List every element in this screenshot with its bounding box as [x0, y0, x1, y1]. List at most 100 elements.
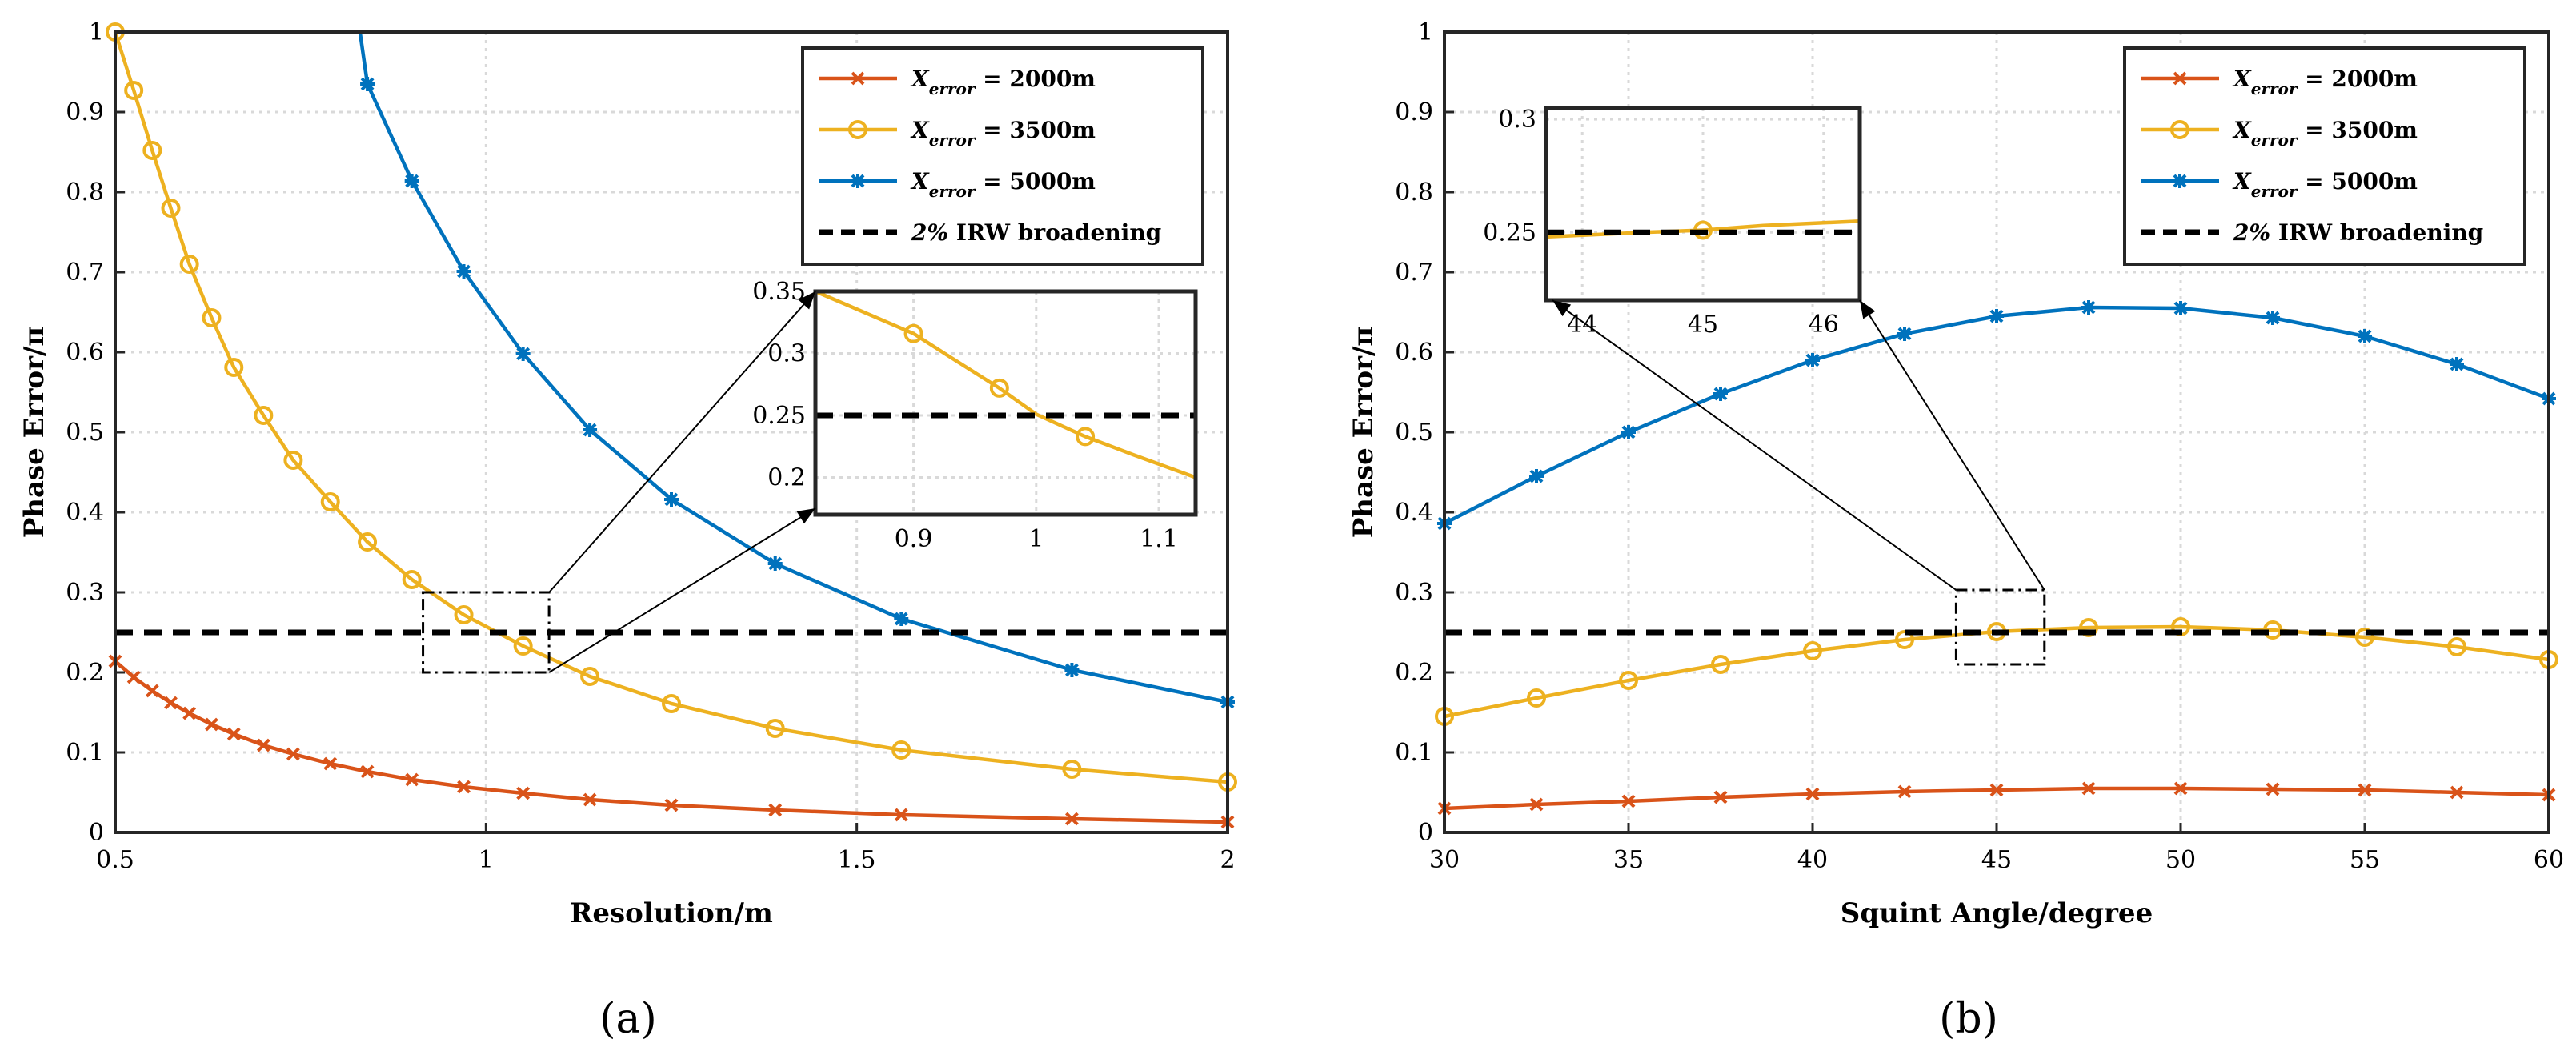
- inset-y-tick: 0.3: [1498, 106, 1536, 134]
- inset-marker: [1076, 427, 1096, 447]
- data-point-0-3: [164, 696, 178, 710]
- legend-marker-0: [851, 71, 865, 86]
- data-point-0-9: [2266, 782, 2280, 796]
- data-point-1-13: [513, 636, 533, 656]
- data-point-0-6: [226, 727, 241, 741]
- legend-var: X: [910, 168, 930, 195]
- data-point-0-2: [1621, 794, 1636, 808]
- data-point-0-15: [664, 798, 679, 812]
- y-tick-label: 0: [89, 819, 104, 847]
- data-point-1-11: [2447, 637, 2466, 656]
- y-tick-label: 0.1: [1395, 739, 1433, 767]
- data-point-0-17: [894, 808, 908, 822]
- data-point-2-5: [583, 423, 598, 437]
- zoom-arrow-head: [798, 291, 815, 310]
- data-point-0-11: [2450, 785, 2464, 800]
- data-point-2-1: [360, 77, 375, 91]
- legend-sub: error: [2251, 182, 2298, 201]
- data-point-0-9: [323, 756, 338, 771]
- data-point-1-1: [124, 81, 144, 100]
- marker-star-core: [1809, 356, 1817, 364]
- legend-marker-0: [2173, 71, 2187, 86]
- legend-box: [801, 46, 1204, 266]
- x-tick-label: 55: [2350, 846, 2380, 874]
- inset-background: [815, 291, 1196, 515]
- y-tick-label: 0.5: [1395, 419, 1433, 447]
- legend-marker-2: [2173, 174, 2187, 188]
- y-tick-label: 0.9: [66, 98, 104, 126]
- data-point-2-4: [1805, 353, 1820, 367]
- marker-star-core: [586, 426, 595, 434]
- data-point-2-1: [1529, 469, 1544, 483]
- y-tick-label: 1: [89, 18, 104, 46]
- legend-var: X: [2232, 117, 2252, 143]
- data-point-0-5: [1897, 784, 1912, 799]
- data-point-2-7: [2081, 300, 2096, 315]
- data-point-1-10: [358, 532, 378, 552]
- y-tick-label: 1: [1418, 18, 1433, 46]
- data-point-1-5: [1895, 630, 1914, 649]
- data-point-1-4: [1803, 641, 1822, 660]
- data-point-1-3: [1711, 655, 1730, 674]
- x-tick-label: 0.5: [96, 846, 134, 874]
- y-tick-label: 0.8: [66, 179, 104, 207]
- inset: 0.9 1 1.1 0.2 0.25 0.3 0.35: [752, 278, 1198, 553]
- y-tick-label: 0.4: [1395, 499, 1433, 527]
- data-point-0-5: [205, 717, 218, 732]
- data-point-2-9: [2266, 311, 2280, 325]
- x-tick-label: 45: [1981, 846, 2012, 874]
- y-tick-label: 0.3: [66, 579, 104, 607]
- y-tick-label: 0.9: [1395, 98, 1433, 126]
- zoom-arrow-head: [796, 508, 815, 524]
- data-point-2-8: [894, 612, 909, 626]
- data-point-1-8: [283, 451, 303, 470]
- data-point-1-11: [402, 570, 422, 589]
- data-point-2-2: [1621, 425, 1636, 439]
- legend-label-0: Xerror = 2000m: [910, 66, 1096, 98]
- legend-marker-1: [2170, 120, 2189, 139]
- legend-label-1: Xerror = 3500m: [2232, 117, 2418, 150]
- legend-label-2: Xerror = 5000m: [910, 168, 1096, 201]
- panel-b: 30 35 40 45 50 55 60 0 0.1 0.2 0.3 0.4 0.5 0.6 0.7 0.8 0…: [1348, 18, 2564, 1043]
- subplot-label: (a): [599, 995, 657, 1043]
- data-point-1-1: [1527, 688, 1546, 708]
- legend-label-2: Xerror = 5000m: [2232, 168, 2418, 201]
- data-point-0-3: [1713, 790, 1728, 804]
- data-point-2-10: [2358, 329, 2372, 343]
- data-point-1-4: [179, 255, 199, 274]
- data-point-1-7: [2079, 618, 2098, 637]
- legend-rest: = 3500m: [2297, 117, 2418, 143]
- data-point-0-10: [2358, 783, 2372, 797]
- legend-var: X: [910, 66, 930, 92]
- legend-sub: error: [2251, 130, 2298, 150]
- data-point-0-16: [768, 803, 783, 817]
- inset-x-tick: 45: [1688, 311, 1718, 339]
- data-point-0-10: [360, 764, 375, 779]
- legend-rest: IRW broadening: [948, 219, 1161, 246]
- inset-box: [813, 289, 1198, 517]
- legend-box: [2123, 46, 2526, 266]
- y-tick-label: 0.2: [1395, 659, 1433, 687]
- data-point-0-6: [1989, 783, 2004, 797]
- data-point-1-7: [254, 406, 274, 425]
- marker-star-core: [667, 495, 675, 503]
- legend-marker-1: [848, 120, 867, 139]
- panel-a: 0.5 1 1.5 2 0 0.1 0.2 0.3 0.4 0.5 0.6 0.7 0.8 0.9 1 Res…: [18, 18, 1237, 1043]
- inset-y-tick: 0.25: [752, 402, 806, 430]
- data-point-0-4: [182, 706, 197, 720]
- zoom-arrow-head: [1860, 300, 1876, 319]
- y-axis-label: Phase Error/π: [1348, 327, 1380, 539]
- legend-label-1: Xerror = 3500m: [910, 117, 1096, 150]
- inset: 44 45 46 0.25 0.3: [1483, 106, 1862, 339]
- y-tick-label: 0.2: [66, 659, 104, 687]
- data-point-0-4: [1805, 787, 1820, 801]
- zoom-arrow-line: [1859, 299, 2045, 591]
- legend-sub: error: [2251, 79, 2298, 98]
- marker-star-core: [2269, 314, 2277, 322]
- series-line-1: [113, 31, 1228, 784]
- data-point-2-9: [1064, 663, 1080, 677]
- legend: Xerror = 2000m Xerror = 3500m Xerror = 500…: [801, 46, 1204, 266]
- x-tick-label: 1.5: [838, 846, 876, 874]
- zoom-arrow-head: [1552, 300, 1572, 317]
